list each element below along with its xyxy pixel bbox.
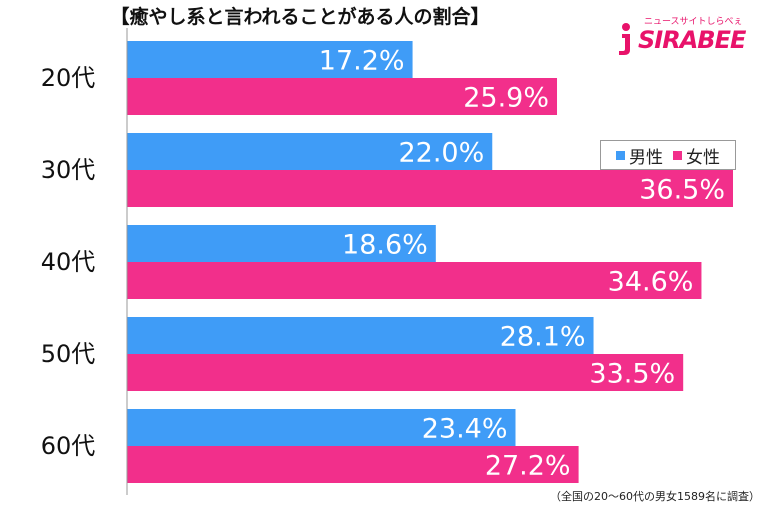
legend-swatch-male — [616, 150, 625, 160]
bar-female — [127, 78, 558, 115]
legend-item-female: 女性 — [673, 143, 720, 168]
category-label: 30代 — [41, 156, 96, 184]
data-label-male: 18.6% — [342, 230, 428, 261]
logo-tagline: ニュースサイトしらべぇ — [644, 17, 743, 27]
bar-male — [127, 409, 516, 446]
bar-male — [127, 41, 413, 78]
bar-male — [127, 133, 493, 170]
category-label: 50代 — [41, 340, 96, 368]
data-label-male: 28.1% — [500, 322, 586, 353]
data-label-female: 34.6% — [608, 267, 694, 298]
bar-female — [127, 446, 579, 483]
legend-swatch-female — [673, 150, 682, 160]
sirabee-logo: ニュースサイトしらべぇ SIRABEE — [608, 14, 758, 60]
data-label-male: 22.0% — [398, 138, 484, 169]
legend-label-male: 男性 — [629, 147, 663, 168]
logo-name: SIRABEE — [638, 26, 746, 54]
data-label-female: 27.2% — [485, 451, 571, 482]
category-label: 60代 — [41, 432, 96, 460]
category-label: 20代 — [41, 64, 96, 92]
category-label: 40代 — [41, 248, 96, 276]
bar-male — [127, 225, 436, 262]
bar-female — [127, 262, 702, 299]
logo-mark-icon — [619, 23, 630, 55]
legend: 男性 女性 — [600, 140, 736, 170]
chart-title: 【癒やし系と言われることがある人の割合】 — [110, 6, 490, 28]
data-label-female: 36.5% — [639, 175, 725, 206]
legend-label-female: 女性 — [686, 147, 720, 168]
legend-item-male: 男性 — [616, 143, 663, 168]
bar-female — [127, 170, 733, 207]
bar-male — [127, 317, 594, 354]
bar-female — [127, 354, 684, 391]
footnote: （全国の20〜60代の男女1589名に調査） — [550, 490, 760, 503]
data-label-male: 17.2% — [319, 46, 405, 77]
data-label-female: 25.9% — [463, 83, 549, 114]
data-label-female: 33.5% — [589, 359, 675, 390]
data-label-male: 23.4% — [422, 414, 508, 445]
